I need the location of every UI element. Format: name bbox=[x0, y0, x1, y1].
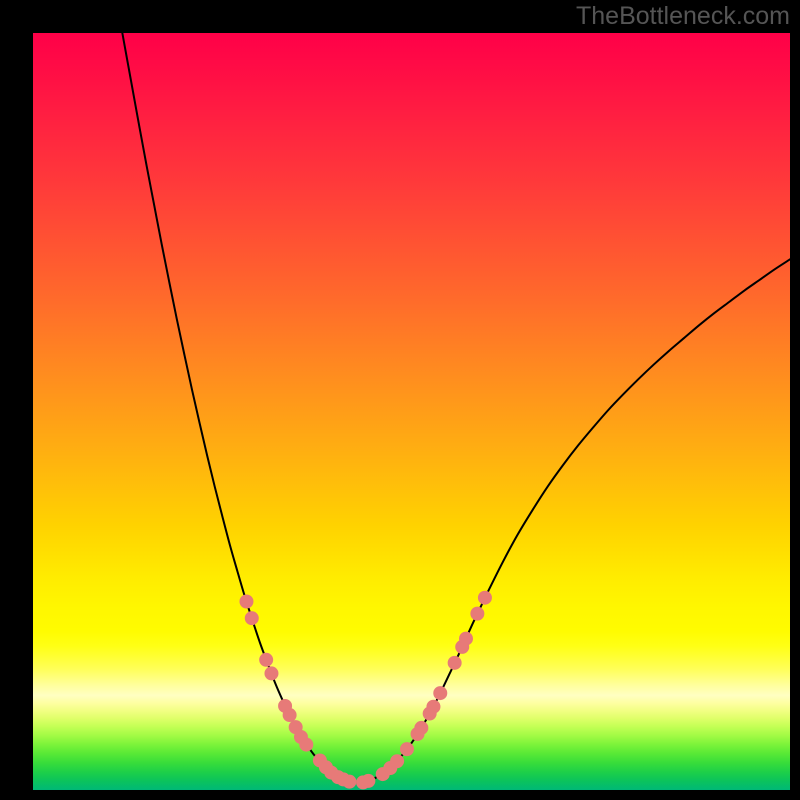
bottleneck-chart: TheBottleneck.com bbox=[0, 0, 800, 800]
data-marker bbox=[448, 656, 461, 669]
data-marker bbox=[400, 743, 413, 756]
data-marker bbox=[245, 612, 258, 625]
plot-background bbox=[33, 33, 790, 790]
data-marker bbox=[283, 709, 296, 722]
data-marker bbox=[265, 667, 278, 680]
data-marker bbox=[478, 591, 491, 604]
data-marker bbox=[300, 738, 313, 751]
data-marker bbox=[415, 721, 428, 734]
data-marker bbox=[362, 774, 375, 787]
data-marker bbox=[240, 595, 253, 608]
watermark-text: TheBottleneck.com bbox=[576, 2, 790, 30]
data-marker bbox=[427, 700, 440, 713]
data-marker bbox=[343, 775, 356, 788]
data-marker bbox=[434, 687, 447, 700]
data-marker bbox=[260, 653, 273, 666]
data-marker bbox=[471, 607, 484, 620]
data-marker bbox=[391, 755, 404, 768]
data-marker bbox=[460, 632, 473, 645]
